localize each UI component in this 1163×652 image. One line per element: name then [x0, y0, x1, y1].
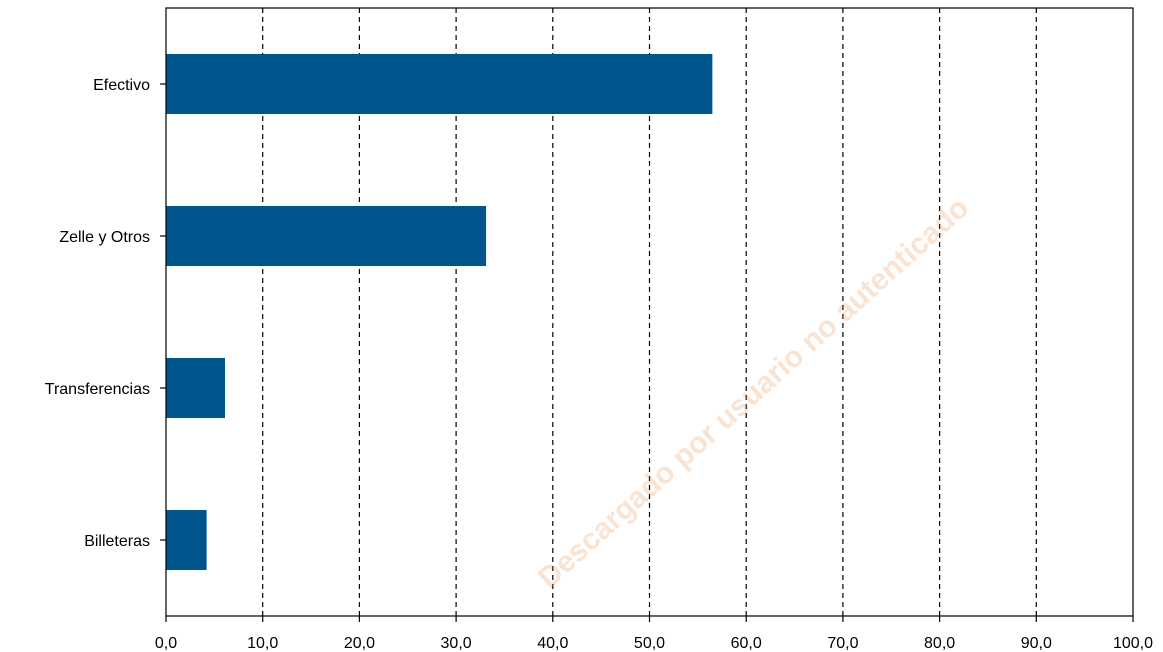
x-tick-label: 80,0 — [924, 635, 955, 652]
bar — [166, 206, 487, 266]
x-tick-label: 0,0 — [155, 635, 177, 652]
tick-marks — [160, 83, 1134, 622]
category-label: Transferencias — [45, 381, 150, 398]
category-labels: Efectivo Zelle y Otros Transferencias Bille… — [45, 77, 150, 550]
category-label: Billeteras — [84, 533, 150, 550]
x-tick-label: 60,0 — [731, 635, 762, 652]
watermark: Descargado por usuario no autenticado — [532, 191, 975, 595]
bar — [166, 54, 713, 114]
x-tick-label: 90,0 — [1021, 635, 1052, 652]
x-tick-label: 100,0 — [1113, 635, 1153, 652]
x-tick-labels: 0,0 10,0 20,0 30,0 40,0 50,0 60,0 70,0 80,0 90,0 1… — [155, 635, 1153, 652]
bar — [166, 510, 207, 570]
x-tick-label: 50,0 — [634, 635, 665, 652]
x-tick-label: 40,0 — [537, 635, 568, 652]
x-tick-label: 20,0 — [344, 635, 375, 652]
x-tick-label: 70,0 — [827, 635, 858, 652]
x-tick-label: 30,0 — [441, 635, 472, 652]
category-label: Zelle y Otros — [59, 229, 150, 246]
category-label: Efectivo — [93, 77, 150, 94]
bar — [166, 358, 225, 418]
x-tick-label: 10,0 — [247, 635, 278, 652]
bars — [166, 54, 713, 570]
